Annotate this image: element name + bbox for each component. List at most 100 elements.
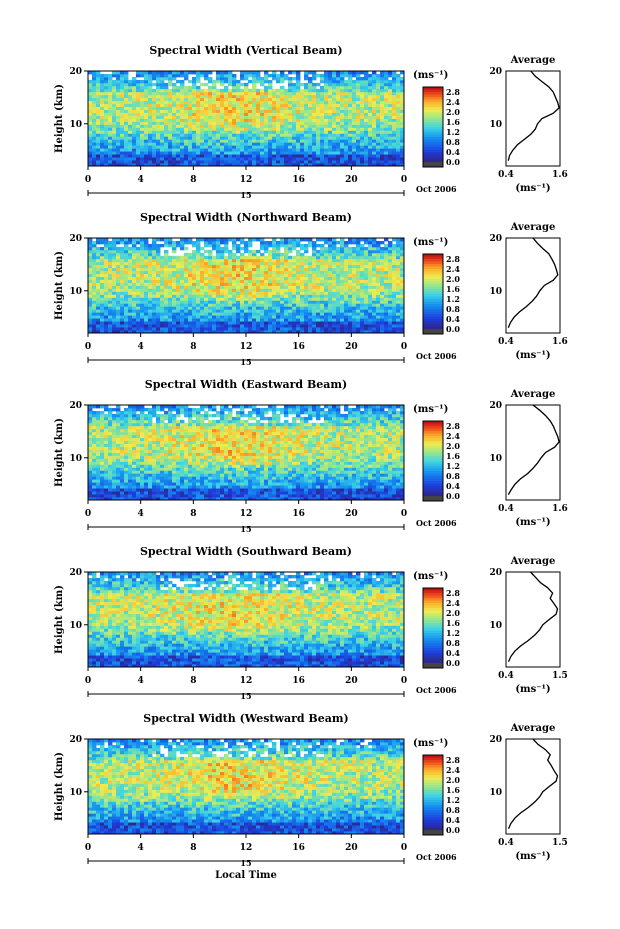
- heatmap-cell: [244, 321, 249, 325]
- heatmap-cell: [296, 154, 301, 158]
- heatmap-cell: [132, 330, 137, 334]
- heatmap-cell: [104, 157, 109, 161]
- colorbar-segment: [423, 324, 443, 327]
- heatmap-cell: [156, 324, 161, 328]
- heatmap-cell: [348, 71, 353, 75]
- heatmap-cell: [220, 300, 225, 304]
- heatmap-cell: [192, 267, 197, 272]
- heatmap-cell: [100, 318, 105, 322]
- heatmap-cell: [236, 130, 241, 134]
- heatmap-cell: [168, 94, 173, 99]
- heatmap-cell: [132, 309, 137, 313]
- heatmap-cell: [284, 160, 289, 164]
- heatmap-cell: [172, 109, 177, 113]
- heatmap-cell: [376, 139, 381, 143]
- heatmap-cell: [392, 238, 397, 242]
- heatmap-cell: [232, 321, 237, 325]
- heatmap-cell: [96, 276, 101, 280]
- heatmap-cell: [332, 294, 337, 298]
- heatmap-cell: [192, 127, 197, 131]
- heatmap-cell: [120, 255, 125, 260]
- heatmap-cell: [256, 100, 261, 105]
- heatmap-cell: [344, 163, 349, 167]
- heatmap-cell: [248, 321, 253, 325]
- heatmap-cell: [120, 291, 125, 295]
- colorbar-segment: [423, 254, 443, 257]
- heatmap-cell: [348, 142, 353, 146]
- heatmap-cell: [204, 315, 209, 319]
- heatmap-cell: [200, 106, 205, 110]
- heatmap-cell: [164, 327, 169, 331]
- heatmap-cell: [332, 145, 337, 149]
- heatmap-cell: [176, 118, 181, 122]
- heatmap-cell: [184, 267, 189, 272]
- heatmap-cell: [152, 303, 157, 307]
- heatmap-cell: [88, 139, 93, 143]
- heatmap-cell: [252, 106, 257, 110]
- heatmap-cell: [336, 252, 341, 257]
- heatmap-cell: [308, 148, 313, 152]
- heatmap-cell: [176, 270, 181, 275]
- heatmap-cell: [156, 306, 161, 310]
- heatmap-cell: [172, 94, 177, 99]
- heatmap-cell: [300, 315, 305, 319]
- heatmap-cell: [128, 151, 133, 155]
- heatmap-cell: [104, 88, 109, 93]
- heatmap-cell: [368, 327, 373, 331]
- heatmap-cell: [184, 145, 189, 149]
- heatmap-cell: [148, 71, 153, 75]
- heatmap-cell: [168, 79, 173, 84]
- heatmap-cell: [152, 163, 157, 167]
- heatmap-cell: [260, 154, 265, 158]
- heatmap-cell: [152, 261, 157, 266]
- heatmap-cell: [388, 294, 393, 298]
- heatmap-cell: [136, 115, 141, 119]
- heatmap-cell: [368, 261, 373, 266]
- heatmap-cell: [164, 121, 169, 125]
- heatmap-cell: [136, 288, 141, 292]
- heatmap-cell: [140, 148, 145, 152]
- heatmap-cell: [360, 279, 365, 283]
- heatmap-cell: [356, 282, 361, 286]
- heatmap-cell: [188, 327, 193, 331]
- heatmap-cell: [196, 163, 201, 167]
- heatmap-cell: [168, 255, 173, 260]
- heatmap-cell: [324, 300, 329, 304]
- heatmap-cell: [388, 127, 393, 131]
- heatmap-cell: [204, 291, 209, 295]
- heatmap-cell: [124, 312, 129, 316]
- heatmap-cell: [224, 327, 229, 331]
- heatmap-cell: [332, 309, 337, 313]
- heatmap-cell: [184, 252, 189, 257]
- heatmap-cell: [304, 291, 309, 295]
- heatmap-cell: [156, 270, 161, 275]
- heatmap-cell: [112, 327, 117, 331]
- heatmap-cell: [316, 330, 321, 334]
- heatmap-cell: [328, 276, 333, 280]
- heatmap-cell: [344, 79, 349, 84]
- heatmap-cell: [160, 321, 165, 325]
- heatmap-cell: [144, 306, 149, 310]
- heatmap-cell: [380, 249, 385, 254]
- heatmap-cell: [120, 273, 125, 277]
- heatmap-cell: [396, 321, 401, 325]
- heatmap-cell: [96, 270, 101, 275]
- heatmap-cell: [176, 160, 181, 164]
- heatmap-cell: [364, 121, 369, 125]
- heatmap-cell: [116, 294, 121, 298]
- heatmap-cell: [288, 133, 293, 137]
- heatmap-cell: [164, 315, 169, 319]
- heatmap-cell: [376, 243, 381, 248]
- heatmap-cell: [292, 103, 297, 108]
- heatmap-cell: [288, 258, 293, 263]
- heatmap-cell: [380, 327, 385, 331]
- heatmap-cell: [336, 160, 341, 164]
- heatmap-cell: [180, 318, 185, 322]
- heatmap-cell: [100, 252, 105, 257]
- heatmap-cell: [100, 94, 105, 99]
- heatmap-cell: [96, 291, 101, 295]
- heatmap-cell: [380, 118, 385, 122]
- heatmap-cell: [136, 124, 141, 128]
- heatmap-cell: [196, 133, 201, 137]
- heatmap-cell: [224, 109, 229, 113]
